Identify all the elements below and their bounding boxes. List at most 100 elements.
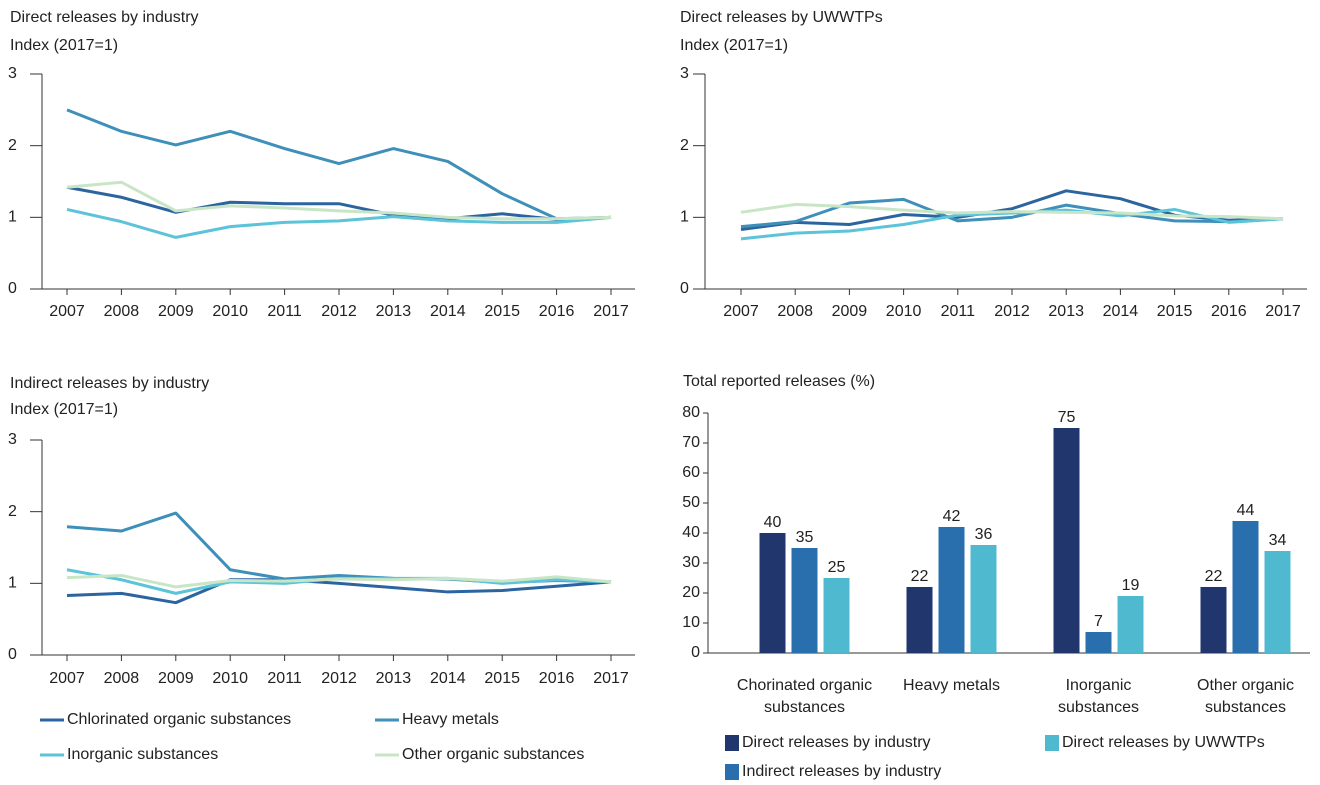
x-tick-label: 2013 [376,670,412,687]
x-tick-label: 2007 [723,303,759,320]
y-tick-label: 80 [682,404,700,421]
y-tick-label: 3 [8,65,17,82]
x-tick-label: Chorinated organic substances [737,677,872,716]
x-tick-label: 2011 [267,303,302,320]
bar [1117,596,1144,653]
x-tick-label: 2008 [104,670,140,687]
x-tick-label: 2008 [777,303,813,320]
x-tick-label: 2009 [832,303,868,320]
x-tick-label: 2007 [49,670,85,687]
bar [823,578,850,653]
x-tick-label: Heavy metals [903,677,1000,694]
x-tick-label: 2012 [994,303,1030,320]
y-tick-label: 2 [680,137,689,154]
chart-subtitle: Index (2017=1) [10,401,118,418]
line-series [740,202,1284,221]
x-tick-label: 2015 [484,670,520,687]
bar [1053,428,1080,653]
y-tick-label: 50 [682,494,700,511]
x-tick-label: 2014 [430,670,466,687]
line-series [66,511,612,585]
y-tick-label: 3 [8,431,17,448]
x-tick-label: 2010 [212,670,248,687]
x-tick-label: 2011 [267,670,302,687]
legend-label: Chlorinated organic substances [67,711,291,728]
y-tick-label: 0 [691,644,700,661]
x-tick-label: 2007 [49,303,85,320]
line-series [66,207,612,239]
line-series [66,185,612,221]
y-tick-label: 0 [8,646,17,663]
y-tick-label: 2 [8,137,17,154]
y-tick-label: 10 [682,614,700,631]
y-tick-label: 0 [8,280,17,297]
y-tick-label: 0 [680,280,689,297]
y-tick-label: 40 [682,524,700,541]
data-label: 19 [1122,577,1140,594]
data-label: 44 [1237,502,1255,519]
x-tick-label: 2010 [886,303,922,320]
y-tick-label: 1 [8,575,17,592]
line-series [740,197,1284,229]
chart-subtitle: Index (2017=1) [680,37,788,54]
y-tick-label: 70 [682,434,700,451]
bar [938,527,965,653]
y-tick-label: 1 [8,209,17,226]
chart-title: Direct releases by industry [10,9,199,26]
y-tick-label: 20 [682,584,700,601]
legend-label: Direct releases by UWWTPs [1062,734,1265,751]
x-tick-label: 2017 [593,303,629,320]
x-tick-label: 2013 [376,303,412,320]
x-tick-label: 2014 [430,303,466,320]
line-series [66,573,612,589]
data-label: 25 [828,559,846,576]
legend-label: Other organic substances [402,746,584,763]
bar [1085,632,1112,653]
x-tick-label: 2014 [1103,303,1139,320]
bar [759,533,786,653]
legend-swatch [725,764,739,780]
bar [1200,587,1227,653]
data-label: 22 [911,568,929,585]
x-tick-label: 2016 [1211,303,1247,320]
data-label: 7 [1094,613,1103,630]
legend-label: Direct releases by industry [742,734,931,751]
data-label: 34 [1269,532,1287,549]
chart-title: Indirect releases by industry [10,375,209,392]
y-tick-label: 60 [682,464,700,481]
x-tick-label: 2010 [212,303,248,320]
bar [906,587,933,653]
y-tick-label: 3 [680,65,689,82]
chart-subtitle: Index (2017=1) [10,37,118,54]
chart-title: Total reported releases (%) [683,373,875,390]
x-tick-label: 2008 [104,303,140,320]
bar [1264,551,1291,653]
x-tick-label: 2017 [593,670,629,687]
x-tick-label: 2009 [158,670,194,687]
legend-swatch [1045,735,1059,751]
x-tick-label: 2009 [158,303,194,320]
x-tick-label: 2011 [941,303,976,320]
legend-swatch [725,735,739,751]
bar [1232,521,1259,653]
legend-label: Inorganic substances [67,746,218,763]
data-label: 42 [943,508,961,525]
legend-label: Heavy metals [402,711,499,728]
data-label: 35 [796,529,814,546]
x-tick-label: Inorganic substances [1058,677,1139,716]
x-tick-label: 2013 [1048,303,1084,320]
x-tick-label: 2012 [321,670,357,687]
bar [970,545,997,653]
x-tick-label: 2016 [539,670,575,687]
data-label: 40 [764,514,782,531]
data-label: 75 [1058,409,1076,426]
x-tick-label: 2012 [321,303,357,320]
line-series [66,108,612,221]
legend-label: Indirect releases by industry [742,763,941,780]
bar [791,548,818,653]
data-label: 22 [1205,568,1223,585]
x-tick-label: 2015 [484,303,520,320]
y-tick-label: 2 [8,503,17,520]
